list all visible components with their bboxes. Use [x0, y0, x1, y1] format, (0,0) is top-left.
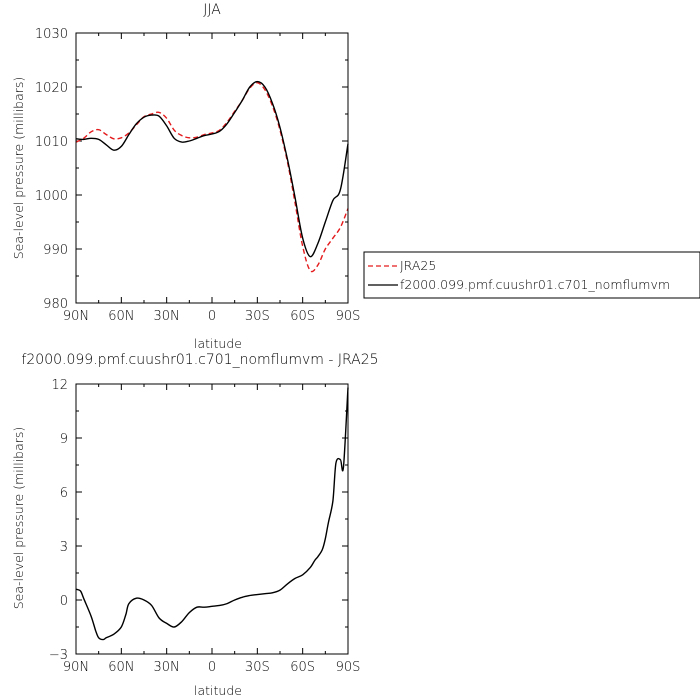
- bottom-series-line-difference: [75, 387, 349, 641]
- bottom-x-tick-label: 60N: [108, 660, 134, 675]
- top-y-tick-label: 980: [43, 297, 68, 312]
- bottom-x-tick-label: 90S: [336, 660, 361, 675]
- bottom-plot-frame: [75, 383, 349, 655]
- top-panel: JJA Sea-level pressure (millibars) latit…: [11, 2, 360, 351]
- top-y-tick-label: 990: [43, 243, 68, 258]
- top-x-tick-label: 0: [208, 309, 216, 324]
- bottom-axis-ticks: 90N 60N 30N 0 30S 60S 90S −3 0 3 6 9 12: [49, 378, 361, 675]
- top-x-tick-label: 30N: [154, 309, 180, 324]
- bottom-y-tick-label: 0: [60, 594, 68, 609]
- top-x-tick-label: 90S: [336, 309, 361, 324]
- bottom-x-axis-label: latitude: [194, 683, 242, 698]
- top-x-tick-label: 60S: [290, 309, 315, 324]
- bottom-series-lines: [75, 387, 349, 641]
- bottom-y-tick-label: 6: [60, 486, 68, 501]
- top-series-lines: [75, 80, 349, 273]
- bottom-x-tick-label: 0: [208, 660, 216, 675]
- top-plot-frame: [75, 32, 349, 304]
- top-series-line-f2000-099-pmf-cuushr01-c701-nomflumvm: [75, 80, 349, 258]
- bottom-x-tick-label: 30S: [245, 660, 270, 675]
- legend-box: [363, 251, 700, 299]
- top-y-tick-label: 1000: [35, 189, 68, 204]
- top-y-axis-label: Sea-level pressure (millibars): [11, 77, 26, 260]
- top-axis-ticks: 90N 60N 30N 0 30S 60S 90S 980 990 1000 1010 1020 103…: [35, 27, 360, 324]
- top-y-tick-label: 1010: [35, 135, 68, 150]
- bottom-x-tick-label: 60S: [290, 660, 315, 675]
- top-series-line-jra25: [75, 81, 349, 273]
- top-x-tick-label: 30S: [245, 309, 270, 324]
- top-x-axis-label: latitude: [194, 336, 242, 351]
- bottom-y-tick-label: 3: [60, 540, 68, 555]
- bottom-y-axis-label: Sea-level pressure (millibars): [11, 427, 26, 610]
- bottom-panel: f2000.099.pmf.cuushr01.c701_nomflumvm - …: [11, 352, 379, 698]
- top-chart-title: JJA: [203, 2, 221, 18]
- legend-label-model: f2000.099.pmf.cuushr01.c701_nomflumvm: [400, 277, 670, 292]
- legend-label-jra25: JRA25: [400, 258, 436, 273]
- bottom-x-tick-label: 30N: [154, 660, 180, 675]
- bottom-chart-title: f2000.099.pmf.cuushr01.c701_nomflumvm - …: [21, 352, 378, 368]
- bottom-y-tick-label: 9: [60, 432, 68, 447]
- top-y-tick-label: 1030: [35, 27, 68, 42]
- top-x-tick-label: 60N: [108, 309, 134, 324]
- legend: JRA25 f2000.099.pmf.cuushr01.c701_nomflu…: [363, 251, 700, 299]
- top-x-tick-label: 90N: [63, 309, 89, 324]
- bottom-y-tick-label: −3: [49, 648, 68, 663]
- bottom-y-tick-label: 12: [51, 378, 68, 393]
- bottom-x-tick-label: 90N: [63, 660, 89, 675]
- top-y-tick-label: 1020: [35, 81, 68, 96]
